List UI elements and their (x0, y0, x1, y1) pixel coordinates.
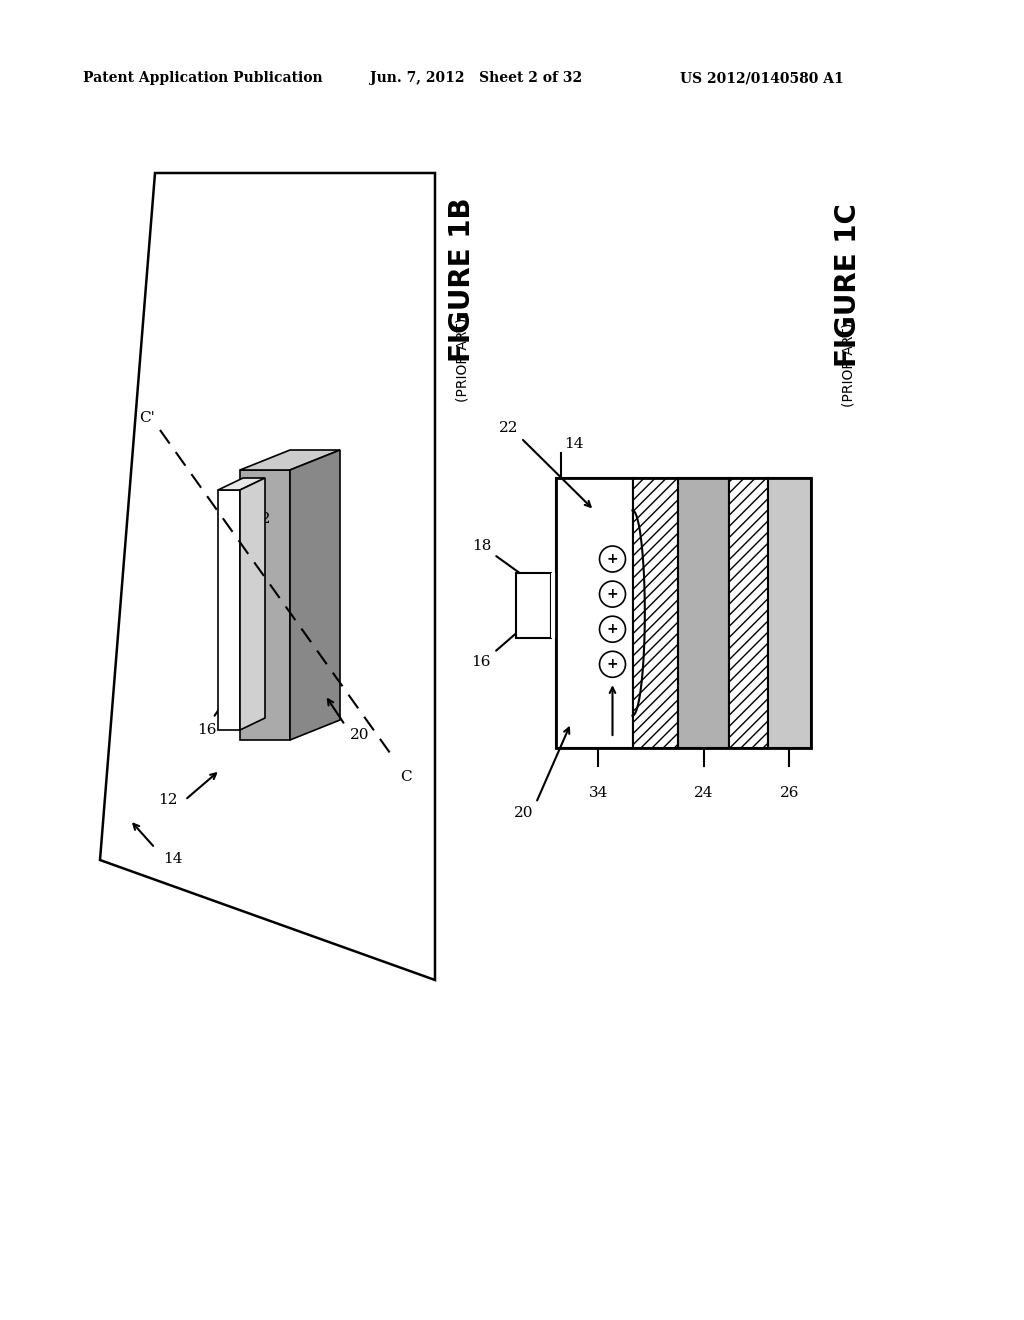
Text: 20: 20 (350, 729, 370, 742)
Text: 34: 34 (589, 785, 608, 800)
Bar (678, 478, 729, 748)
Text: +: + (606, 552, 618, 566)
Bar (729, 478, 768, 748)
Text: 18: 18 (472, 539, 490, 553)
Polygon shape (218, 478, 265, 490)
Text: C: C (400, 770, 412, 784)
Polygon shape (240, 478, 265, 730)
Text: 16: 16 (198, 723, 217, 737)
Polygon shape (218, 490, 240, 730)
Text: 14: 14 (163, 851, 182, 866)
Text: Jun. 7, 2012   Sheet 2 of 32: Jun. 7, 2012 Sheet 2 of 32 (370, 71, 582, 84)
Text: 26: 26 (779, 785, 799, 800)
Text: 24: 24 (694, 785, 714, 800)
Text: (PRIOR ART): (PRIOR ART) (841, 323, 855, 407)
Text: FIGURE 1C: FIGURE 1C (834, 203, 862, 367)
Text: 20: 20 (513, 807, 534, 820)
Bar (768, 478, 811, 748)
Polygon shape (240, 450, 340, 470)
Text: (PRIOR ART): (PRIOR ART) (455, 318, 469, 403)
Text: US 2012/0140580 A1: US 2012/0140580 A1 (680, 71, 844, 84)
Text: Patent Application Publication: Patent Application Publication (83, 71, 323, 84)
Text: 22: 22 (499, 421, 518, 436)
Polygon shape (100, 173, 435, 979)
Text: FIGURE 1B: FIGURE 1B (449, 198, 476, 362)
Text: C': C' (139, 411, 155, 425)
Bar (633, 478, 678, 748)
Bar (556, 478, 633, 748)
Text: 14: 14 (564, 437, 584, 451)
Polygon shape (290, 450, 340, 741)
Text: +: + (606, 657, 618, 672)
Text: 22: 22 (252, 512, 271, 525)
Bar (516, 573, 551, 638)
Text: +: + (606, 622, 618, 636)
Bar (551, 573, 559, 638)
Text: +: + (606, 587, 618, 601)
Polygon shape (240, 470, 290, 741)
Text: 16: 16 (471, 655, 490, 668)
Text: 12: 12 (159, 793, 178, 807)
Bar (556, 478, 811, 748)
